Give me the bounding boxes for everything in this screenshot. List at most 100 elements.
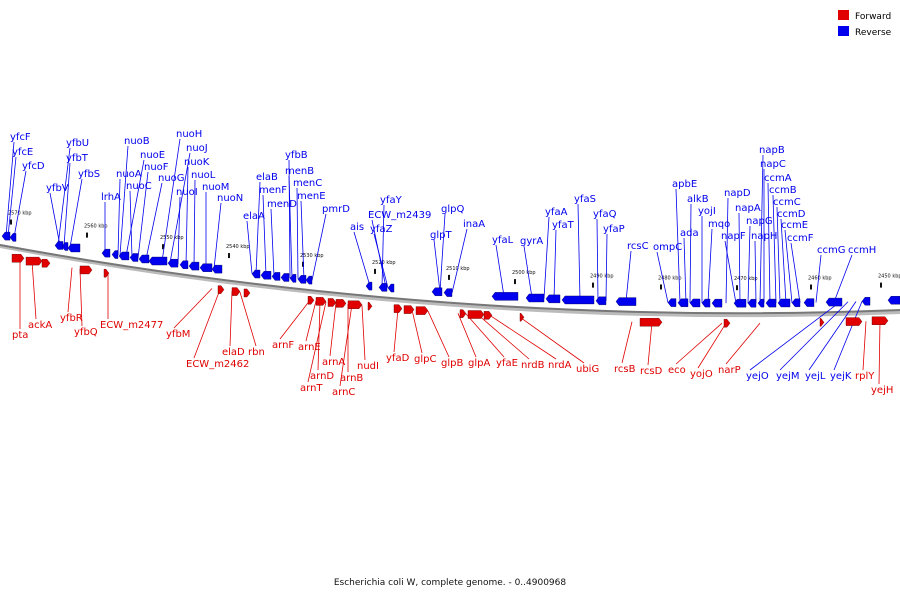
gene-label-nuoE: nuoE <box>140 150 165 161</box>
gene-leader-line <box>738 212 741 304</box>
gene-label-menB: menB <box>285 166 314 177</box>
reverse-gene-arrow <box>167 258 179 268</box>
genome-backbone <box>0 244 900 315</box>
gene-label-arnT: arnT <box>300 383 323 394</box>
gene-leader-line <box>747 225 751 304</box>
forward-gene-arrow <box>845 317 863 326</box>
gene-leader-line <box>605 233 608 301</box>
gene-label-yfaT: yfaT <box>552 220 575 231</box>
gene-label-ECW_m2439: ECW_m2439 <box>368 210 431 221</box>
genome-backbone-shadow <box>0 244 900 318</box>
scale-tick-label: 2480 kbp <box>658 275 682 281</box>
gene-leader-line <box>31 260 37 320</box>
gene-label-rplY: rplY <box>855 371 875 382</box>
forward-gene-arrow <box>519 313 525 322</box>
reverse-gene-arrow <box>777 298 791 308</box>
gene-label-ompC: ompC <box>653 242 682 253</box>
reverse-gene-arrow <box>711 298 723 308</box>
gene-leader-line <box>173 288 213 329</box>
gene-label-elaD: elaD <box>222 347 245 358</box>
gene-leader-line <box>57 147 71 246</box>
scale-tick-mark <box>660 284 662 290</box>
gene-leader-line <box>433 239 441 293</box>
reverse-gene-arrow <box>251 269 261 279</box>
gene-label-arnC: arnC <box>332 387 355 398</box>
scale-tick-label: 2520 kbp <box>372 260 396 266</box>
gene-label-yfbS: yfbS <box>78 169 100 180</box>
gene-label-gyrA: gyrA <box>520 236 543 247</box>
gene-label-rcsD: rcsD <box>640 366 663 377</box>
gene-label-ada: ada <box>680 228 699 239</box>
gene-label-ccmF: ccmF <box>787 233 814 244</box>
gene-leader-line <box>145 182 163 260</box>
reverse-gene-arrow <box>545 294 561 304</box>
gene-label-napA: napA <box>735 203 761 214</box>
reverse-gene-arrow <box>431 287 443 296</box>
gene-label-rcsB: rcsB <box>614 364 636 375</box>
gene-label-yfaD: yfaD <box>386 353 410 364</box>
gene-leader-line <box>457 313 477 358</box>
gene-leader-line <box>656 251 669 303</box>
gene-label-nuoA: nuoA <box>116 169 142 180</box>
forward-gene-arrow <box>347 300 363 309</box>
gene-leader-line <box>833 254 853 303</box>
gene-leader-line <box>724 240 737 304</box>
gene-label-yejH: yejH <box>871 385 893 396</box>
reverse-gene-arrow <box>297 275 307 284</box>
gene-label-ackA: ackA <box>28 320 52 331</box>
gene-label-menD: menD <box>267 199 297 210</box>
gene-leader-line <box>339 304 353 387</box>
forward-gene-arrow <box>315 297 327 306</box>
gene-label-rbn: rbn <box>248 347 265 358</box>
gene-label-nuoM: nuoM <box>202 182 229 193</box>
gene-leader-line <box>776 206 781 304</box>
gene-label-yejL: yejL <box>805 371 826 382</box>
gene-leader-line <box>625 250 632 302</box>
gene-leader-line <box>311 213 327 281</box>
gene-label-napB: napB <box>759 145 785 156</box>
reverse-gene-arrow <box>111 250 119 259</box>
gene-label-menC: menC <box>293 178 322 189</box>
gene-label-nuoG: nuoG <box>158 173 185 184</box>
gene-leader-line <box>239 291 257 347</box>
gene-leader-line <box>862 321 867 371</box>
gene-label-yfaL: yfaL <box>492 235 514 246</box>
forward-gene-arrow <box>459 309 467 318</box>
gene-leader-line <box>5 141 15 237</box>
gene-label-nuoC: nuoC <box>126 181 152 192</box>
gene-leader-line <box>63 162 71 247</box>
forward-gene-arrow <box>327 298 337 307</box>
gene-label-elaB: elaB <box>256 172 278 183</box>
gene-leader-line <box>213 202 222 269</box>
gene-label-yfbQ: yfbQ <box>74 327 98 338</box>
gene-leader-line <box>596 218 599 301</box>
reverse-gene-arrow <box>280 273 290 282</box>
gene-label-inaA: inaA <box>463 219 485 230</box>
gene-label-yfbT: yfbT <box>66 153 89 164</box>
gene-label-arnD: arnD <box>310 371 334 382</box>
scale-tick-label: 2570 kbp <box>8 211 32 217</box>
reverse-strand-genes: yfcF yfcE yfcD yfbU yfbT yfbV yfbS lrhA nuoB nuoA… <box>1 129 900 382</box>
reverse-gene-arrow <box>118 251 130 261</box>
gene-label-elaA: elaA <box>243 211 265 222</box>
gene-label-ccmG: ccmG <box>817 245 846 256</box>
gene-leader-line <box>117 178 121 256</box>
forward-gene-arrow <box>639 318 663 327</box>
gene-label-nrdA: nrdA <box>548 360 572 371</box>
forward-gene-arrow <box>103 269 110 278</box>
gene-label-napD: napD <box>724 188 751 199</box>
scale-tick-label: 2470 kbp <box>734 276 758 282</box>
reverse-gene-arrow <box>289 274 297 283</box>
gene-label-nuoL: nuoL <box>191 170 216 181</box>
forward-gene-arrow <box>41 259 51 268</box>
gene-label-ECW_m2462: ECW_m2462 <box>186 359 249 370</box>
gene-label-napG: napG <box>746 216 773 227</box>
gene-label-yfaY: yfaY <box>380 195 403 206</box>
gene-leader-line <box>13 170 27 238</box>
forward-gene-arrow <box>335 299 347 308</box>
reverse-gene-arrow <box>61 242 69 251</box>
scale-tick-mark <box>448 274 450 280</box>
gene-leader-line <box>361 305 366 361</box>
gene-leader-line <box>69 178 83 248</box>
gene-label-nuoJ: nuoJ <box>186 143 208 154</box>
